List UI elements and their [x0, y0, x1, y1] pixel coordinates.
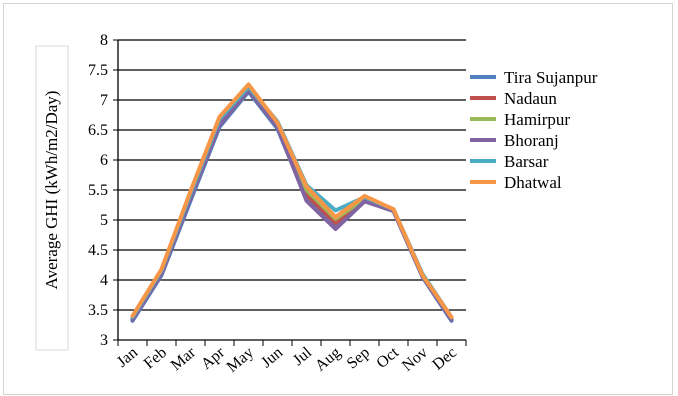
chart-frame [3, 3, 673, 395]
y-axis-title-box [35, 45, 69, 351]
y-tick-label: 4.5 [88, 242, 108, 259]
legend-label: Barsar [504, 152, 549, 171]
legend-label: Bhoranj [504, 131, 559, 150]
x-tick-label: Jul [290, 344, 316, 369]
series-line [130, 88, 454, 322]
y-tick-label: 6.5 [88, 122, 108, 139]
y-tick-label: 5 [100, 212, 108, 229]
series-line [130, 82, 454, 320]
series-line [130, 87, 454, 321]
legend-label: Hamirpur [504, 110, 570, 129]
x-tick-label: Mar [168, 344, 200, 375]
x-tick-label: May [224, 344, 257, 376]
x-tick-label: Jun [258, 344, 286, 371]
x-tick-label: Oct [373, 344, 402, 372]
x-tick-label: Feb [141, 344, 170, 372]
y-tick-label: 3.5 [88, 302, 108, 319]
x-tick-label: Jan [114, 344, 141, 371]
series-line [130, 86, 454, 321]
x-tick-label: Aug [312, 344, 344, 375]
x-tick-label: Apr [198, 344, 229, 373]
y-tick-label: 4 [100, 272, 108, 289]
y-tick-label: 5.5 [88, 182, 108, 199]
series-line [130, 89, 454, 323]
legend-label: Tira Sujanpur [504, 68, 598, 87]
series-line [130, 84, 454, 320]
y-tick-label: 3 [100, 332, 108, 349]
legend-label: Nadaun [504, 89, 557, 108]
x-tick-label: Sep [344, 344, 373, 372]
legend-label: Dhatwal [504, 173, 562, 192]
x-tick-label: Dec [429, 344, 460, 374]
x-tick-label: Nov [399, 344, 431, 375]
y-tick-label: 6 [100, 152, 108, 169]
y-tick-label: 8 [100, 32, 108, 49]
y-tick-label: 7.5 [88, 62, 108, 79]
y-tick-label: 7 [100, 92, 108, 109]
y-axis-title: Average GHI (kWh/m2/Day) [42, 91, 61, 290]
